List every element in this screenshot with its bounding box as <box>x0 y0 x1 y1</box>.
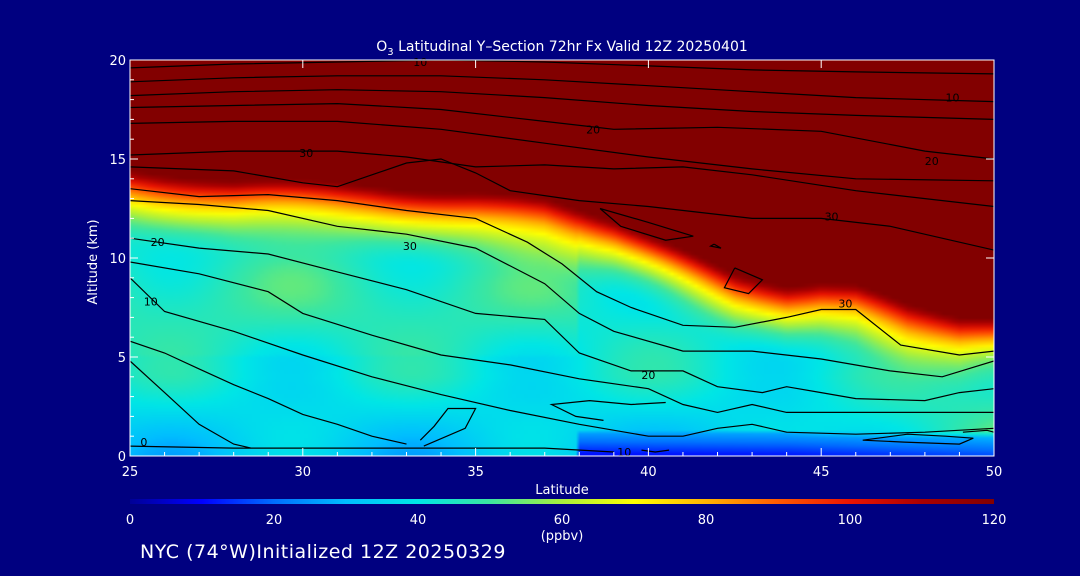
contour-label-4: 30 <box>299 147 313 160</box>
colorbar-tick-label-0: 0 <box>126 513 134 528</box>
chart-title: O3 Latitudinal Y–Section 72hr Fx Valid 1… <box>376 39 748 58</box>
contour-line-16 <box>130 360 252 449</box>
chart-title-subscript: 3 <box>387 47 393 58</box>
contour-line-2 <box>130 89 994 120</box>
y-tick-label-3: 15 <box>109 153 126 168</box>
ozone-concentration-field <box>130 60 994 456</box>
contour-line-9 <box>708 243 722 249</box>
colorbar-ticks: 0 20 40 60 80 100 120 <box>126 513 1007 528</box>
contour-label-9: 30 <box>838 298 852 311</box>
contour-label-11: 0 <box>140 436 147 449</box>
chart-title-rest: Latitudinal Y–Section 72hr Fx Valid 12Z … <box>394 39 748 55</box>
contour-label-3: 20 <box>925 155 939 168</box>
x-tick-label-4: 45 <box>813 465 830 480</box>
colorbar-unit-label: (ppbv) <box>541 529 584 544</box>
contour-line-6 <box>130 158 994 251</box>
contour-line-5 <box>130 150 994 208</box>
x-axis-label: Latitude <box>535 483 589 498</box>
contour-label-1: 10 <box>946 92 960 105</box>
initialization-footer: NYC (74°W)Initialized 12Z 20250329 <box>140 541 506 563</box>
chart-title-prefix: O <box>376 39 387 55</box>
contour-line-8 <box>723 267 764 295</box>
contour-line-1 <box>130 75 994 103</box>
y-tick-label-2: 10 <box>109 252 126 267</box>
colorbar-tick-label-5: 100 <box>838 513 863 528</box>
contour-label-10: 20 <box>641 369 655 382</box>
x-tick-label-0: 25 <box>122 465 139 480</box>
contour-label-7: 20 <box>151 236 165 249</box>
contour-line-11 <box>130 200 994 378</box>
colorbar-tick-label-1: 20 <box>266 513 283 528</box>
contour-line-21 <box>862 433 974 445</box>
y-tick-label-4: 20 <box>109 54 126 69</box>
contour-line-18 <box>130 445 614 453</box>
contour-label-12: 10 <box>617 446 631 459</box>
contour-line-4 <box>130 120 994 182</box>
y-axis-label: Altitude (km) <box>86 219 101 304</box>
x-axis-ticks: 25 30 35 40 45 50 <box>122 60 1003 480</box>
contour-label-0: 10 <box>413 56 427 69</box>
colorbar-tick-label-4: 80 <box>698 513 715 528</box>
contour-line-3 <box>130 102 994 160</box>
contour-line-19 <box>549 399 666 421</box>
contour-labels: 10 10 20 20 30 30 30 20 10 30 20 0 10 <box>140 56 959 459</box>
x-tick-label-3: 40 <box>640 465 657 480</box>
colorbar <box>130 499 994 504</box>
contour-line-17 <box>419 407 477 447</box>
contour-line-20 <box>641 449 670 453</box>
colorbar-tick-label-6: 120 <box>982 513 1007 528</box>
colorbar-tick-label-3: 60 <box>554 513 571 528</box>
contour-line-7 <box>599 207 694 241</box>
contour-lines <box>130 60 994 453</box>
x-tick-label-2: 35 <box>467 465 484 480</box>
y-axis-ticks: 0 5 10 15 20 <box>109 54 994 465</box>
contour-line-10 <box>130 188 994 356</box>
contour-line-12 <box>130 237 994 402</box>
contour-line-13 <box>130 261 994 414</box>
contour-line-22 <box>962 429 994 433</box>
contour-label-6: 30 <box>403 240 417 253</box>
contour-label-5: 30 <box>825 210 839 223</box>
heatmap-plot-area <box>130 60 994 456</box>
y-tick-label-1: 5 <box>118 351 126 366</box>
contour-label-8: 10 <box>144 296 158 309</box>
contour-line-0 <box>130 60 994 75</box>
x-tick-label-5: 50 <box>986 465 1003 480</box>
contour-label-2: 20 <box>586 123 600 136</box>
y-tick-label-0: 0 <box>118 450 126 465</box>
colorbar-tick-label-2: 40 <box>410 513 427 528</box>
contour-line-14 <box>130 277 994 437</box>
contour-line-15 <box>130 340 407 445</box>
x-tick-label-1: 30 <box>295 465 312 480</box>
